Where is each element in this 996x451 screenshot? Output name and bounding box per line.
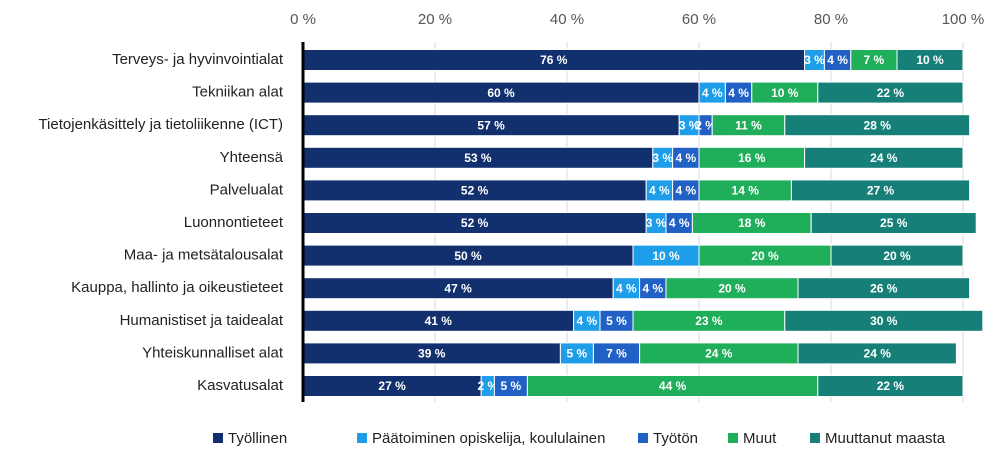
value-label: 10 % bbox=[916, 53, 944, 67]
x-tick-label: 20 % bbox=[418, 11, 452, 28]
value-label: 4 % bbox=[675, 184, 696, 198]
value-label: 44 % bbox=[659, 379, 687, 393]
category-label: Humanistiset ja taidealat bbox=[120, 312, 284, 329]
value-label: 27 % bbox=[378, 379, 406, 393]
value-label: 53 % bbox=[464, 151, 492, 165]
value-label: 7 % bbox=[606, 347, 627, 361]
value-label: 22 % bbox=[877, 86, 905, 100]
value-label: 18 % bbox=[738, 216, 766, 230]
value-label: 24 % bbox=[705, 347, 733, 361]
value-label: 52 % bbox=[461, 184, 489, 198]
legend-label: Muut bbox=[743, 430, 777, 447]
value-label: 2 % bbox=[477, 379, 498, 393]
legend-label: Päätoiminen opiskelija, koululainen bbox=[372, 430, 605, 447]
value-label: 4 % bbox=[649, 184, 670, 198]
value-label: 39 % bbox=[418, 347, 446, 361]
value-label: 30 % bbox=[870, 314, 898, 328]
legend-label: Työllinen bbox=[228, 430, 287, 447]
category-label: Tietojenkäsittely ja tietoliikenne (ICT) bbox=[38, 116, 283, 133]
value-label: 20 % bbox=[718, 281, 746, 295]
value-label: 28 % bbox=[864, 118, 892, 132]
legend-swatch bbox=[357, 433, 367, 443]
value-label: 5 % bbox=[606, 314, 627, 328]
bar-segment bbox=[896, 49, 964, 71]
bar-segment bbox=[810, 212, 977, 234]
legend-swatch bbox=[213, 433, 223, 443]
value-label: 52 % bbox=[461, 216, 489, 230]
bar-segment bbox=[817, 81, 964, 104]
value-label: 4 % bbox=[702, 86, 723, 100]
x-tick-label: 0 % bbox=[290, 11, 316, 28]
value-label: 22 % bbox=[877, 379, 905, 393]
value-label: 5 % bbox=[501, 379, 522, 393]
value-label: 47 % bbox=[444, 281, 472, 295]
value-label: 10 % bbox=[771, 86, 799, 100]
value-label: 3 % bbox=[646, 216, 667, 230]
category-label: Yhteensä bbox=[220, 149, 284, 166]
value-label: 25 % bbox=[880, 216, 908, 230]
category-label: Palvelualat bbox=[210, 181, 284, 198]
legend-swatch bbox=[728, 433, 738, 443]
value-label: 27 % bbox=[867, 184, 895, 198]
x-tick-label: 100 % bbox=[942, 11, 985, 28]
bar-segment bbox=[804, 146, 964, 169]
value-label: 3 % bbox=[679, 118, 700, 132]
x-tick-label: 80 % bbox=[814, 11, 848, 28]
value-label: 7 % bbox=[864, 53, 885, 67]
bar-segment bbox=[790, 179, 971, 202]
value-label: 4 % bbox=[576, 314, 597, 328]
value-label: 57 % bbox=[477, 118, 505, 132]
value-label: 24 % bbox=[870, 151, 898, 165]
legend-swatch bbox=[810, 433, 820, 443]
value-label: 26 % bbox=[870, 281, 898, 295]
bar-segment bbox=[797, 342, 957, 365]
value-label: 23 % bbox=[695, 314, 723, 328]
legend-label: Työtön bbox=[653, 430, 698, 447]
value-label: 10 % bbox=[652, 249, 680, 263]
value-label: 14 % bbox=[732, 184, 760, 198]
bar-segment bbox=[784, 309, 984, 332]
legend-swatch bbox=[638, 433, 648, 443]
value-label: 16 % bbox=[738, 151, 766, 165]
category-label: Tekniikan alat bbox=[192, 84, 284, 101]
x-tick-label: 60 % bbox=[682, 11, 716, 28]
category-label: Luonnontieteet bbox=[184, 214, 284, 231]
value-label: 60 % bbox=[487, 86, 515, 100]
value-label: 4 % bbox=[642, 281, 663, 295]
category-label: Maa- ja metsätalousalat bbox=[124, 247, 284, 264]
value-label: 3 % bbox=[804, 53, 825, 67]
value-label: 4 % bbox=[728, 86, 749, 100]
value-label: 4 % bbox=[669, 216, 690, 230]
category-label: Kasvatusalat bbox=[197, 377, 284, 394]
category-label: Kauppa, hallinto ja oikeustieteet bbox=[71, 279, 284, 296]
category-label: Yhteiskunnalliset alat bbox=[142, 344, 284, 361]
legend-label: Muuttanut maasta bbox=[825, 430, 946, 447]
value-label: 24 % bbox=[864, 347, 892, 361]
value-label: 41 % bbox=[425, 314, 453, 328]
value-label: 2 % bbox=[695, 118, 716, 132]
bar-segment bbox=[797, 277, 971, 300]
value-label: 50 % bbox=[454, 249, 482, 263]
bar-segment bbox=[830, 244, 964, 267]
value-label: 5 % bbox=[567, 347, 588, 361]
value-label: 20 % bbox=[751, 249, 779, 263]
value-label: 11 % bbox=[735, 118, 762, 132]
bar-segment bbox=[784, 114, 971, 137]
value-label: 4 % bbox=[616, 281, 637, 295]
value-label: 20 % bbox=[883, 249, 911, 263]
value-label: 3 % bbox=[652, 151, 673, 165]
value-label: 4 % bbox=[675, 151, 696, 165]
value-label: 4 % bbox=[827, 53, 848, 67]
category-label: Terveys- ja hyvinvointialat bbox=[112, 51, 284, 68]
bar-segment bbox=[817, 375, 964, 397]
x-tick-label: 40 % bbox=[550, 11, 584, 28]
value-label: 76 % bbox=[540, 53, 568, 67]
